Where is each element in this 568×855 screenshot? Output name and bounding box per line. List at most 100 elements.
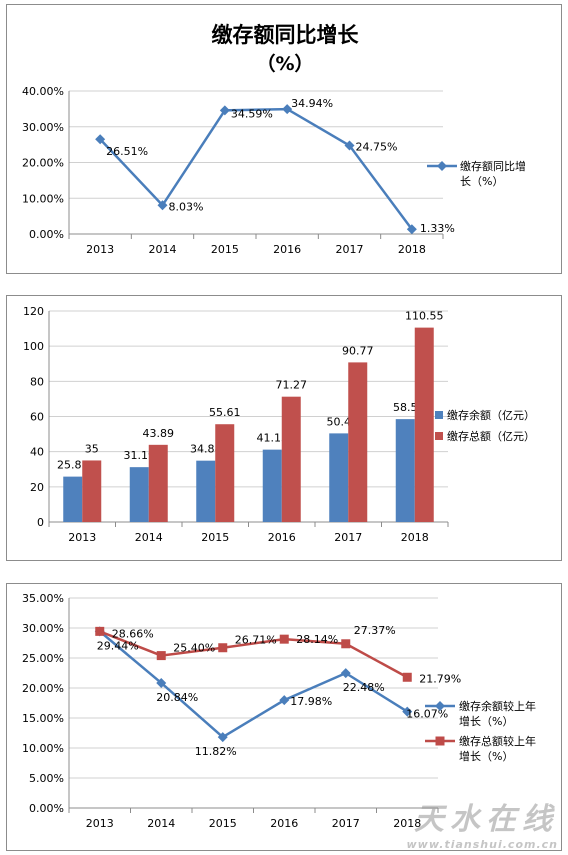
data-label: 24.75% — [356, 141, 398, 154]
legend-label: 缴存余额较上年增长（%） — [459, 699, 536, 728]
yoy-growth-chart: 0.00% 5.00% 10.00% 15.00% 20.00% 25.00% 30.00%… — [22, 592, 536, 830]
data-label: 22.48% — [343, 681, 385, 694]
data-point — [344, 140, 355, 151]
data-point — [219, 105, 230, 116]
deposit-amounts-chart: 0 20 40 60 80 100 120 2013 2014 2015 2016 2017 2018 2… — [23, 305, 535, 544]
data-label: 25.40% — [173, 642, 215, 655]
legend-label: 缴存总额较上年增长（%） — [459, 734, 536, 763]
legend-marker — [435, 736, 445, 746]
data-label: 20.84% — [156, 691, 198, 704]
chart-title: 缴存额同比增长 — [212, 23, 360, 47]
bar — [63, 476, 83, 522]
data-label: 34.59% — [231, 107, 273, 120]
bar — [414, 327, 434, 522]
bar — [129, 467, 149, 522]
x-tick-label: 2018 — [398, 243, 426, 256]
y-tick-label: 120 — [23, 305, 44, 318]
y-tick-label: 10.00% — [22, 192, 64, 205]
data-label: 16.07% — [406, 708, 448, 721]
x-tick-label: 2015 — [211, 243, 239, 256]
data-label: 21.79% — [419, 672, 461, 685]
data-label: 29.44% — [97, 639, 139, 652]
data-point — [95, 134, 106, 145]
y-tick-label: 80 — [30, 375, 44, 388]
data-label: 25.81 — [57, 459, 89, 472]
chart-panel-deposit-growth: 缴存额同比增长 （%） 0.00% 10.00% 20.00% 30.00% 40.00% 2… — [6, 4, 562, 274]
data-point — [218, 643, 228, 653]
y-tick-label: 15.00% — [22, 712, 64, 725]
data-label: 58.5 — [393, 401, 418, 414]
data-point — [279, 634, 289, 644]
y-tick-label: 20.00% — [22, 157, 64, 170]
data-point — [217, 732, 228, 743]
y-tick-label: 0 — [37, 516, 44, 529]
legend-marker — [435, 701, 445, 711]
x-tick-label: 2016 — [270, 817, 298, 830]
x-tick-label: 2015 — [201, 531, 229, 544]
data-label: 31.19 — [124, 449, 156, 462]
chart-subtitle: （%） — [256, 52, 313, 75]
y-tick-label: 0.00% — [29, 802, 64, 815]
data-label: 1.33% — [420, 222, 455, 235]
x-tick-label: 2014 — [149, 243, 177, 256]
x-tick-label: 2013 — [68, 531, 96, 544]
bar — [281, 396, 301, 522]
y-tick-label: 5.00% — [29, 772, 64, 785]
bar — [262, 449, 282, 522]
y-tick-label: 100 — [23, 340, 44, 353]
x-tick-label: 2017 — [334, 531, 362, 544]
y-tick-label: 30.00% — [22, 121, 64, 134]
data-label: 34.94% — [291, 97, 333, 110]
x-tick-label: 2018 — [393, 817, 421, 830]
legend-marker — [435, 411, 443, 419]
y-tick-label: 20.00% — [22, 682, 64, 695]
data-label: 110.55 — [405, 310, 444, 323]
data-point — [406, 224, 417, 235]
bar — [196, 460, 216, 522]
bar — [148, 444, 168, 522]
data-label: 50.4 — [327, 415, 352, 428]
data-point — [282, 104, 293, 115]
y-tick-label: 35.00% — [22, 592, 64, 605]
x-tick-label: 2013 — [86, 243, 114, 256]
y-tick-label: 0.00% — [29, 228, 64, 241]
bar — [348, 362, 368, 522]
legend-marker — [437, 161, 447, 171]
data-label: 17.98% — [290, 695, 332, 708]
bar — [395, 419, 415, 522]
data-label: 71.27 — [276, 379, 308, 392]
data-label: 34.88 — [190, 443, 222, 456]
data-label: 26.51% — [106, 145, 148, 158]
y-tick-label: 10.00% — [22, 742, 64, 755]
x-tick-label: 2015 — [209, 817, 237, 830]
bar — [329, 433, 349, 522]
data-label: 26.71% — [235, 634, 277, 647]
chart-panel-yoy-growth: 0.00% 5.00% 10.00% 15.00% 20.00% 25.00% 30.00%… — [6, 583, 562, 851]
x-tick-label: 2014 — [135, 531, 163, 544]
bar — [215, 424, 235, 522]
deposit-growth-chart: 缴存额同比增长（%）0.00%10.00%20.00%30.00%40.00%2… — [22, 23, 526, 256]
data-label: 55.61 — [209, 406, 241, 419]
legend-label: 缴存总额（亿元） — [447, 429, 535, 443]
y-tick-label: 40 — [30, 446, 44, 459]
data-label: 28.14% — [296, 633, 338, 646]
y-tick-label: 30.00% — [22, 622, 64, 635]
x-tick-label: 2016 — [273, 243, 301, 256]
data-label: 41.15 — [257, 432, 289, 445]
data-point — [157, 200, 168, 211]
x-tick-label: 2018 — [401, 531, 429, 544]
x-tick-label: 2013 — [86, 817, 114, 830]
x-tick-label: 2016 — [268, 531, 296, 544]
y-tick-label: 60 — [30, 411, 44, 424]
data-point — [156, 677, 167, 688]
legend-marker — [435, 432, 443, 440]
x-tick-label: 2014 — [147, 817, 175, 830]
legend-label: 缴存额同比增长（%） — [460, 159, 526, 188]
chart-panel-deposit-amounts: 0 20 40 60 80 100 120 2013 2014 2015 2016 2017 2018 2… — [6, 295, 562, 561]
data-point — [95, 626, 105, 636]
series-line — [99, 107, 413, 230]
data-point — [402, 706, 413, 717]
y-tick-label: 20 — [30, 481, 44, 494]
series-line — [99, 630, 408, 679]
data-point — [341, 639, 351, 649]
